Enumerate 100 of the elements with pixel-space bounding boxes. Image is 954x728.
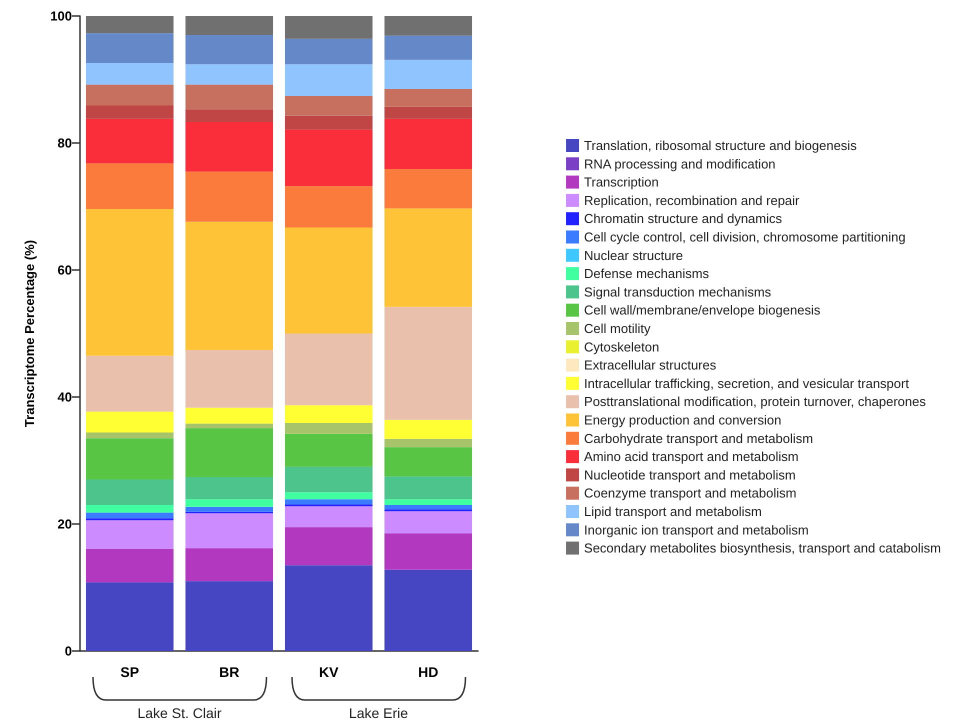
bar bbox=[86, 412, 174, 433]
bar bbox=[185, 35, 274, 64]
bar bbox=[185, 424, 274, 428]
bar bbox=[185, 548, 274, 582]
legend-label: Chromatin structure and dynamics bbox=[584, 211, 783, 226]
bar bbox=[284, 405, 373, 424]
legend-label: Carbohydrate transport and metabolism bbox=[584, 430, 814, 446]
bar bbox=[86, 582, 174, 651]
legend-label: Amino acid transport and metabolism bbox=[584, 449, 799, 464]
bar bbox=[384, 306, 472, 420]
bar bbox=[384, 438, 472, 448]
bar bbox=[86, 432, 174, 438]
y-tick-label: 60 bbox=[58, 262, 72, 278]
legend-label: Cell cycle control, cell division, chromosome partitioning bbox=[584, 230, 906, 244]
bar bbox=[384, 499, 472, 505]
bar bbox=[384, 169, 472, 208]
legend-label: Intracellular trafficking, secretion, and vesicular transport bbox=[584, 376, 910, 391]
legend-label: Cytoskeleton bbox=[584, 339, 660, 354]
legend-label: Secondary metabolites biosynthesis, transport and catabolism bbox=[584, 540, 941, 556]
y-tick-label: 100 bbox=[50, 8, 72, 24]
bar bbox=[86, 356, 174, 412]
bar bbox=[284, 16, 373, 39]
bar bbox=[185, 109, 274, 122]
bar bbox=[384, 534, 472, 570]
bar bbox=[86, 480, 174, 505]
legend-label: Energy production and conversion bbox=[584, 412, 782, 428]
legend-label: Translation, ribosomal structure and biogenesis bbox=[584, 138, 858, 153]
bar bbox=[384, 511, 472, 534]
bar bbox=[185, 122, 274, 172]
bar bbox=[185, 16, 274, 36]
bar bbox=[86, 106, 174, 119]
bar bbox=[284, 565, 373, 651]
text: Lake Erie bbox=[348, 705, 408, 721]
legend-label: Extracellular structures bbox=[584, 358, 717, 373]
bar bbox=[185, 581, 274, 651]
bar bbox=[86, 33, 174, 63]
y-tick-label: 80 bbox=[58, 136, 72, 150]
bar bbox=[86, 504, 174, 513]
bar bbox=[384, 106, 472, 119]
bar bbox=[384, 420, 472, 439]
bar bbox=[284, 423, 373, 434]
y-axis-title: Transcriptome Percentage (%) bbox=[22, 240, 37, 428]
bar bbox=[284, 227, 373, 334]
y-tick-label: 0 bbox=[64, 644, 72, 658]
bar bbox=[384, 208, 472, 307]
bar bbox=[86, 548, 174, 582]
bar bbox=[284, 499, 373, 504]
x-tick-label: SP bbox=[120, 664, 140, 680]
bar bbox=[86, 438, 174, 480]
legend-label: Coenzyme transport and metabolism bbox=[584, 486, 796, 501]
bar bbox=[284, 527, 373, 566]
legend-label: Nuclear structure bbox=[584, 248, 684, 263]
bar bbox=[86, 520, 174, 549]
bar bbox=[185, 513, 274, 548]
bar bbox=[284, 38, 373, 64]
legend-label: Inorganic ion transport and metabolism bbox=[584, 522, 809, 538]
bar bbox=[185, 350, 274, 408]
bar bbox=[185, 428, 274, 478]
bar bbox=[185, 222, 274, 350]
bar bbox=[86, 16, 174, 34]
bar bbox=[284, 64, 373, 96]
bar bbox=[185, 172, 274, 222]
bar bbox=[384, 504, 472, 510]
bar bbox=[384, 447, 472, 476]
bar bbox=[284, 492, 373, 500]
legend-label: Lipid transport and metabolism bbox=[584, 504, 762, 519]
bar bbox=[384, 36, 472, 60]
legend-label: RNA processing and modification bbox=[584, 156, 776, 172]
legend-label: Replication, recombination and repair bbox=[584, 192, 800, 208]
y-tick-label: 40 bbox=[58, 390, 72, 404]
bar bbox=[86, 62, 174, 85]
bar bbox=[86, 163, 174, 210]
text: Lake St. Clair bbox=[137, 705, 222, 721]
bar bbox=[86, 209, 174, 356]
x-tick-label: HD bbox=[418, 664, 438, 680]
legend-label: Transcription bbox=[584, 174, 659, 190]
bar bbox=[185, 499, 274, 507]
y-tick-label: 20 bbox=[58, 516, 72, 532]
x-tick-label: BR bbox=[219, 664, 240, 680]
bar bbox=[86, 84, 174, 106]
bar bbox=[284, 130, 373, 186]
legend-label: Cell motility bbox=[584, 321, 651, 336]
bar bbox=[284, 116, 373, 130]
bar bbox=[384, 60, 472, 90]
bar bbox=[284, 466, 373, 492]
bar bbox=[185, 84, 274, 110]
bar bbox=[384, 118, 472, 170]
bar bbox=[384, 476, 472, 500]
bar bbox=[284, 334, 373, 406]
legend-label: Defense mechanisms bbox=[584, 266, 710, 282]
legend-label: Posttranslational modification, protein turnover, chaperones bbox=[584, 394, 926, 410]
bar bbox=[284, 434, 373, 467]
bar bbox=[384, 570, 472, 651]
legend-label: Nucleotide transport and metabolism bbox=[584, 467, 796, 482]
bar bbox=[185, 64, 274, 85]
legend-label: Cell wall/membrane/envelope biogenesis bbox=[584, 302, 821, 318]
bar bbox=[284, 186, 373, 228]
bar bbox=[384, 16, 472, 36]
bar bbox=[384, 89, 472, 107]
bar bbox=[185, 506, 274, 512]
